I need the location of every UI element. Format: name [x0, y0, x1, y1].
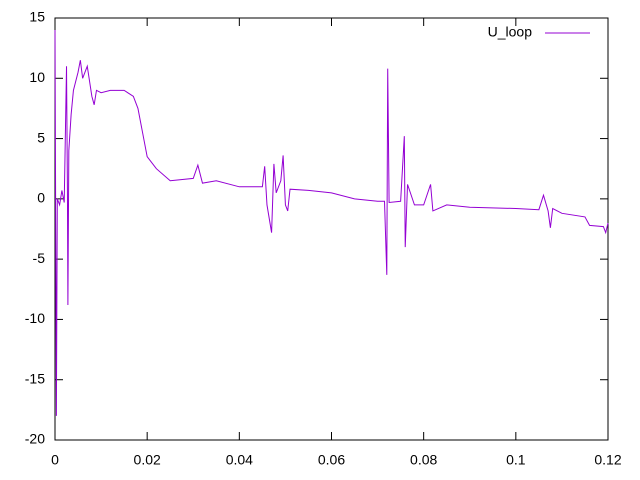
- y-tick-label: 10: [29, 69, 45, 85]
- x-tick-label: 0.02: [134, 452, 161, 468]
- x-tick-label: 0: [51, 452, 59, 468]
- x-tick-label: 0.1: [506, 452, 526, 468]
- y-tick-label: 15: [29, 9, 45, 25]
- data-line: [54, 30, 609, 416]
- x-tick-label: 0.06: [318, 452, 345, 468]
- x-tick-label: 0.04: [226, 452, 253, 468]
- y-tick-label: 0: [37, 190, 45, 206]
- legend-label: U_loop: [488, 24, 533, 40]
- y-tick-label: -5: [33, 250, 46, 266]
- y-tick-label: -20: [25, 431, 45, 447]
- y-tick-label: 5: [37, 129, 45, 145]
- x-tick-label: 0.12: [594, 452, 621, 468]
- x-tick-label: 0.08: [410, 452, 437, 468]
- plot-frame: [54, 17, 609, 441]
- y-tick-label: -10: [25, 310, 45, 326]
- y-tick-label: -15: [25, 370, 45, 386]
